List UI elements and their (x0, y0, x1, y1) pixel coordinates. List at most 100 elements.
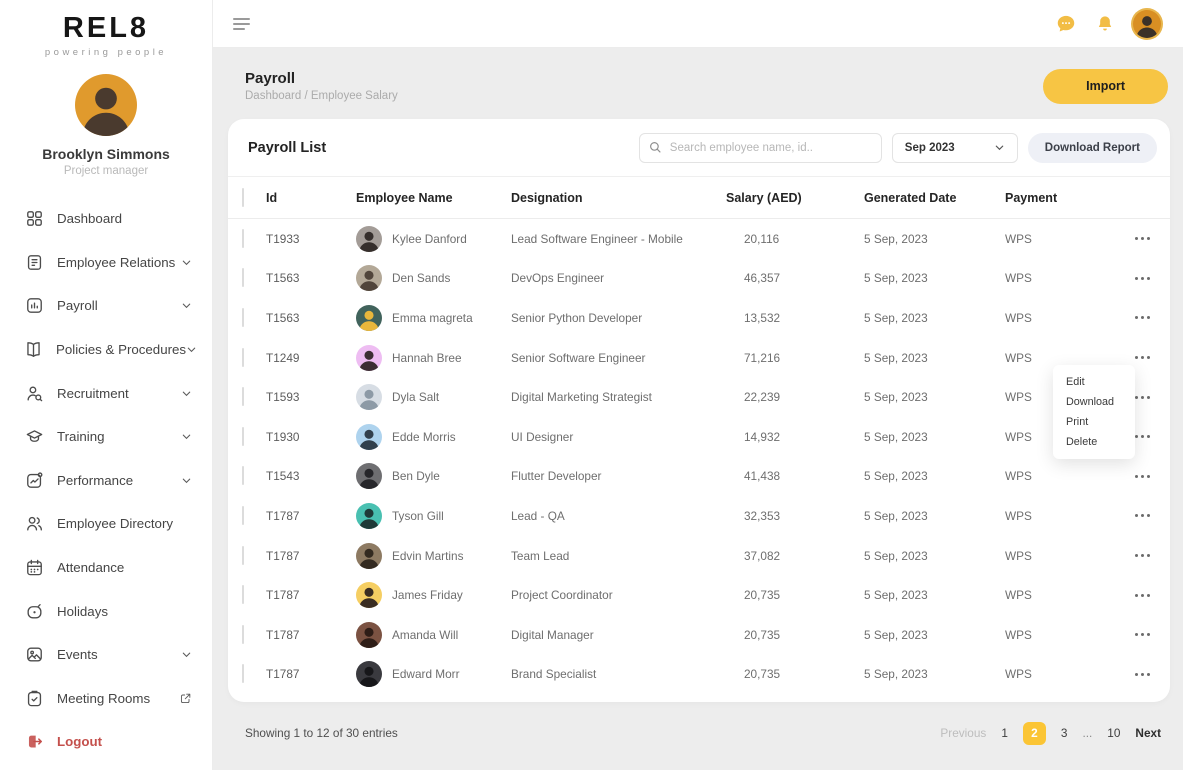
cell-payment: WPS (1005, 350, 1032, 365)
employee-avatar (356, 542, 382, 569)
cell-id: T1249 (266, 350, 300, 365)
brand: REL8 powering people (0, 14, 212, 59)
pagination-next[interactable]: Next (1135, 726, 1161, 740)
cell-generated-date: 5 Sep, 2023 (864, 548, 928, 563)
column-header-designation: Designation (511, 190, 583, 205)
chat-icon[interactable] (1055, 13, 1077, 35)
row-actions-menu-icon[interactable] (1133, 669, 1152, 680)
hamburger-menu-icon[interactable] (233, 15, 250, 33)
payroll-list-card: Payroll List Sep 2023 Download Report Id… (228, 119, 1170, 702)
brand-tagline: powering people (44, 47, 168, 58)
search-input[interactable] (638, 132, 882, 163)
chevron-down-icon[interactable] (186, 344, 197, 355)
topbar-actions (1055, 9, 1161, 38)
row-checkbox[interactable] (242, 624, 244, 644)
row-checkbox[interactable] (242, 347, 244, 367)
sidebar-item-label: Payroll (57, 298, 98, 314)
cell-designation: Digital Manager (511, 627, 594, 642)
chevron-down-icon[interactable] (181, 300, 192, 311)
row-checkbox[interactable] (242, 228, 244, 248)
row-checkbox[interactable] (242, 387, 244, 407)
sidebar-item-meeting-rooms[interactable]: Meeting Rooms (0, 677, 212, 721)
chevron-down-icon[interactable] (181, 431, 192, 442)
cell-payment: WPS (1005, 271, 1032, 286)
sidebar-item-employee-relations[interactable]: Employee Relations (0, 241, 212, 285)
cell-id: T1787 (266, 588, 300, 603)
cell-designation: Brand Specialist (511, 667, 597, 682)
bell-icon[interactable] (1094, 13, 1116, 35)
pagination-page-1[interactable]: 1 (1001, 726, 1008, 740)
external-link-icon (173, 692, 192, 705)
cell-payment: WPS (1005, 667, 1032, 682)
row-checkbox[interactable] (242, 585, 244, 605)
context-menu-item-delete[interactable]: Delete (1066, 436, 1098, 448)
sidebar-item-dashboard[interactable]: Dashboard (0, 197, 212, 241)
row-checkbox[interactable] (242, 505, 244, 525)
row-actions-menu-icon[interactable] (1133, 510, 1152, 521)
sidebar-item-label: Recruitment (57, 385, 129, 401)
table-body: T1933 Kylee Danford Lead Software Engine… (228, 219, 1170, 694)
row-actions-menu-icon[interactable] (1133, 550, 1152, 561)
cell-payment: WPS (1005, 469, 1032, 484)
cell-employee-name: Amanda Will (392, 627, 459, 642)
user-avatar[interactable] (1133, 9, 1161, 38)
sidebar-item-recruitment[interactable]: Recruitment (0, 371, 212, 415)
pagination-page-10[interactable]: 10 (1107, 726, 1121, 740)
chevron-down-icon[interactable] (181, 649, 192, 660)
sidebar-item-policies-procedures[interactable]: Policies & Procedures (0, 328, 212, 372)
table-row: T1933 Kylee Danford Lead Software Engine… (228, 219, 1170, 259)
cell-generated-date: 5 Sep, 2023 (864, 588, 928, 603)
cell-id: T1563 (266, 271, 300, 286)
row-actions-menu-icon[interactable] (1133, 629, 1152, 640)
row-actions-menu-icon[interactable] (1133, 352, 1152, 363)
sidebar-item-employee-directory[interactable]: Employee Directory (0, 502, 212, 546)
sidebar-item-attendance[interactable]: Attendance (0, 546, 212, 590)
row-checkbox[interactable] (242, 426, 244, 446)
cell-employee-name: Edvin Martins (392, 548, 464, 563)
employee-avatar (356, 304, 382, 331)
row-checkbox[interactable] (242, 307, 244, 327)
row-actions-menu-icon[interactable] (1133, 312, 1152, 323)
cell-payment: WPS (1005, 390, 1032, 405)
period-select[interactable]: Sep 2023 (891, 132, 1018, 163)
row-checkbox[interactable] (242, 268, 244, 288)
context-menu-item-download[interactable]: Download (1066, 396, 1115, 408)
cell-employee-name: Hannah Bree (392, 350, 462, 365)
context-menu-item-edit[interactable]: Edit (1066, 376, 1085, 388)
row-actions-menu-icon[interactable] (1133, 431, 1152, 442)
column-header-employee-name: Employee Name (356, 190, 453, 205)
row-actions-menu-icon[interactable] (1133, 590, 1152, 601)
row-actions-menu-icon[interactable] (1133, 471, 1152, 482)
pagination-page-3[interactable]: 3 (1060, 726, 1068, 740)
cell-employee-name: Dyla Salt (392, 390, 440, 405)
pagination-prev[interactable]: Previous (940, 726, 987, 740)
pagination: Previous 1 2 3... 10 Next (940, 721, 1161, 745)
row-actions-menu-icon[interactable] (1133, 233, 1152, 244)
sidebar-item-label: Employee Directory (57, 516, 174, 532)
cell-salary: 22,239 (744, 390, 781, 405)
sidebar-item-logout[interactable]: Logout (0, 720, 212, 764)
chevron-down-icon[interactable] (181, 475, 192, 486)
import-button[interactable]: Import (1043, 68, 1168, 104)
row-checkbox[interactable] (242, 545, 244, 565)
select-all-checkbox[interactable] (242, 187, 244, 207)
sidebar-item-events[interactable]: Events (0, 633, 212, 677)
table-row: T1543 Ben Dyle Flutter Developer 41,438 … (228, 457, 1170, 497)
context-menu-item-print[interactable]: Print (1066, 416, 1089, 428)
list-footer: Showing 1 to 12 of 30 entries Previous 1 2… (228, 702, 1170, 764)
sidebar-item-training[interactable]: Training (0, 415, 212, 459)
row-actions-menu-icon[interactable] (1133, 392, 1152, 403)
row-checkbox[interactable] (242, 664, 244, 684)
pagination-page-2[interactable]: 2 (1022, 721, 1046, 745)
row-checkbox[interactable] (242, 466, 244, 486)
download-report-button[interactable]: Download Report (1027, 132, 1157, 163)
cell-payment: WPS (1005, 429, 1032, 444)
employee-avatar (356, 502, 382, 529)
chevron-down-icon[interactable] (181, 388, 192, 399)
table-row: T1930 Edde Morris UI Designer 14,932 5 S… (228, 417, 1170, 457)
sidebar-item-holidays[interactable]: Holidays (0, 589, 212, 633)
sidebar-item-payroll[interactable]: Payroll (0, 284, 212, 328)
sidebar-item-performance[interactable]: Performance (0, 459, 212, 503)
row-actions-menu-icon[interactable] (1133, 273, 1152, 284)
chevron-down-icon[interactable] (181, 257, 192, 268)
